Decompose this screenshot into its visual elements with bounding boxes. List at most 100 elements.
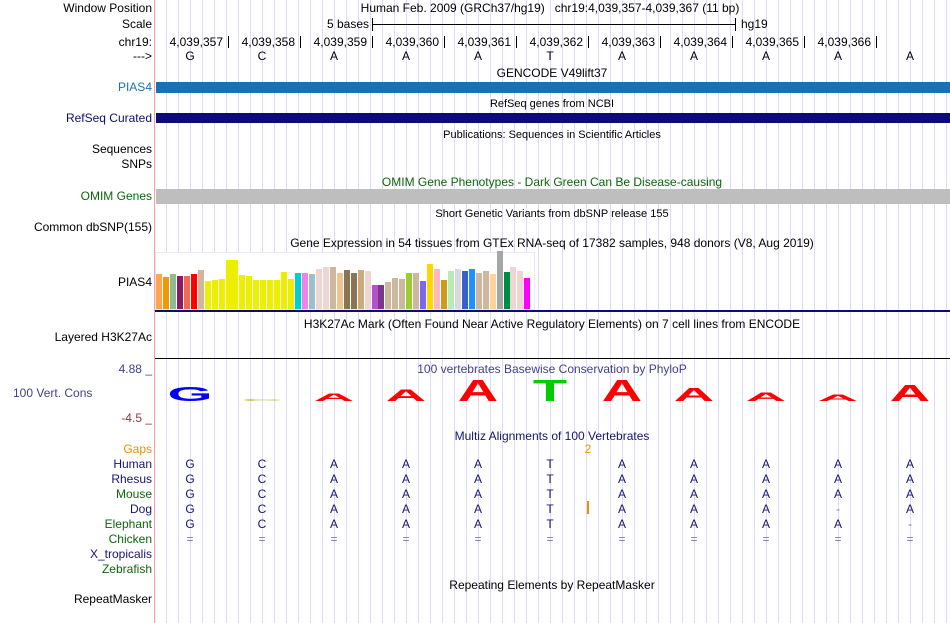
gtex-tissue-bar[interactable] <box>357 270 364 309</box>
gtex-label[interactable]: PIAS4 <box>117 275 152 289</box>
gtex-tissue-bar[interactable] <box>440 280 447 309</box>
gtex-tissue-bar[interactable] <box>162 277 169 309</box>
gtex-tissue-bar[interactable] <box>454 269 461 309</box>
alignment-base: A <box>689 472 699 486</box>
species-label-human[interactable]: Human <box>113 457 152 471</box>
gtex-tissue-bar[interactable] <box>399 279 406 309</box>
base-letter: A <box>473 49 483 63</box>
gtex-tissue-bar[interactable] <box>461 271 468 309</box>
alignment-base: = <box>834 532 842 546</box>
alignment-base: G <box>185 502 195 516</box>
gtex-tissue-bar[interactable] <box>371 285 378 309</box>
gtex-tissue-bar[interactable] <box>260 280 267 309</box>
gtex-tissue-bar[interactable] <box>343 270 350 309</box>
gtex-tissue-bar[interactable] <box>427 264 434 309</box>
gtex-tissue-bar[interactable] <box>482 271 489 309</box>
species-label-x_tropicalis[interactable]: X_tropicalis <box>89 547 152 561</box>
h3k27ac-label[interactable]: Layered H3K27Ac <box>54 330 152 344</box>
gtex-tissue-bar[interactable] <box>315 269 322 309</box>
gtex-tissue-bar[interactable] <box>475 273 482 309</box>
gtex-tissue-bar[interactable] <box>225 260 232 309</box>
position-tick-mark <box>516 36 517 48</box>
alignment-base: = <box>618 532 626 546</box>
gtex-tissue-bar[interactable] <box>295 273 301 309</box>
gtex-tissue-bar[interactable] <box>406 273 413 309</box>
conservation-logo-letter: A <box>458 373 498 408</box>
position-tick-label: 4,039,364 <box>673 35 727 49</box>
gtex-tissue-bar[interactable] <box>517 271 524 309</box>
gtex-tissue-bar[interactable] <box>288 279 295 309</box>
gtex-tissue-bar[interactable] <box>197 270 204 309</box>
dbsnp-label[interactable]: Common dbSNP(155) <box>33 220 152 234</box>
gtex-tissue-bar[interactable] <box>364 271 371 309</box>
gtex-tissue-bar[interactable] <box>350 273 357 309</box>
gtex-tissue-bar[interactable] <box>468 269 475 309</box>
species-label-zebrafish[interactable]: Zebrafish <box>101 562 152 576</box>
gtex-tissue-bar[interactable] <box>176 276 183 309</box>
species-label-rhesus[interactable]: Rhesus <box>111 472 152 486</box>
alignment-base: A <box>689 502 699 516</box>
gtex-tissue-bar[interactable] <box>336 273 343 309</box>
gtex-tissue-bar[interactable] <box>420 281 427 309</box>
alignment-base: A <box>473 472 483 486</box>
alignment-base: A <box>473 502 483 516</box>
gencode-label[interactable]: PIAS4 <box>117 80 152 94</box>
gtex-tissue-bar[interactable] <box>169 274 176 309</box>
gtex-tissue-bar[interactable] <box>329 267 336 309</box>
scale-assembly: hg19 <box>741 17 768 31</box>
gtex-tissue-bar[interactable] <box>322 267 329 309</box>
gtex-tissue-bar[interactable] <box>267 280 274 309</box>
gencode-title: GENCODE V49lift37 <box>496 66 608 80</box>
alignment-base: A <box>329 457 339 471</box>
gtex-tissue-bar[interactable] <box>378 285 385 309</box>
publications-snps-label[interactable]: SNPs <box>121 157 152 171</box>
alignment-base: A <box>833 472 843 486</box>
gene-refseq[interactable] <box>156 113 950 123</box>
gtex-tissue-bar[interactable] <box>434 269 440 309</box>
gtex-tissue-bar[interactable] <box>281 272 288 309</box>
omim-label[interactable]: OMIM Genes <box>80 189 152 203</box>
gtex-tissue-bar[interactable] <box>218 279 225 309</box>
gtex-tissue-bar[interactable] <box>503 272 510 309</box>
gtex-tissue-bar[interactable] <box>302 273 308 309</box>
species-label-mouse[interactable]: Mouse <box>115 487 152 501</box>
alignment-base: A <box>401 457 411 471</box>
phylop-label[interactable]: 100 Vert. Cons <box>13 386 93 400</box>
omim-gene-bar[interactable] <box>156 189 950 204</box>
publications-sequences-label[interactable]: Sequences <box>91 142 152 156</box>
gtex-tissue-bar[interactable] <box>385 282 392 309</box>
gtex-tissue-bar[interactable] <box>496 251 503 309</box>
gtex-tissue-bar[interactable] <box>190 274 197 309</box>
gtex-tissue-bar[interactable] <box>183 276 190 309</box>
alignment-base: A <box>401 517 411 531</box>
species-label-elephant[interactable]: Elephant <box>104 517 152 531</box>
gene-pias4-gencode[interactable] <box>156 82 950 93</box>
gtex-tissue-bar[interactable] <box>211 280 218 309</box>
gtex-tissue-bar[interactable] <box>239 275 246 309</box>
gtex-tissue-bar[interactable] <box>274 280 281 309</box>
species-label-dog[interactable]: Dog <box>129 502 152 516</box>
repeatmasker-label[interactable]: RepeatMasker <box>73 592 152 606</box>
alignment-base: A <box>329 472 339 486</box>
alignment-base: A <box>473 487 483 501</box>
gtex-tissue-bar[interactable] <box>232 260 239 309</box>
gtex-tissue-bar[interactable] <box>413 273 420 309</box>
refseq-label[interactable]: RefSeq Curated <box>65 111 152 125</box>
gtex-tissue-bar[interactable] <box>447 271 454 309</box>
gtex-tissue-bar[interactable] <box>524 278 531 309</box>
species-label-chicken[interactable]: Chicken <box>108 532 152 546</box>
gtex-tissue-bar[interactable] <box>392 278 399 309</box>
gtex-tissue-bar[interactable] <box>204 281 211 309</box>
alignment-base: A <box>473 457 483 471</box>
base-letter: A <box>761 49 771 63</box>
gtex-tissue-bar[interactable] <box>308 274 315 309</box>
gtex-tissue-bar[interactable] <box>510 267 517 309</box>
gtex-tissue-bar[interactable] <box>246 276 253 309</box>
gtex-tissue-bar[interactable] <box>253 280 260 309</box>
scale-text: 5 bases <box>326 17 369 31</box>
h3k27ac-baseline <box>155 358 950 359</box>
gtex-tissue-bar[interactable] <box>489 274 496 309</box>
gtex-tissue-bar[interactable] <box>156 274 162 309</box>
scale-bar-right-cap <box>735 18 736 31</box>
